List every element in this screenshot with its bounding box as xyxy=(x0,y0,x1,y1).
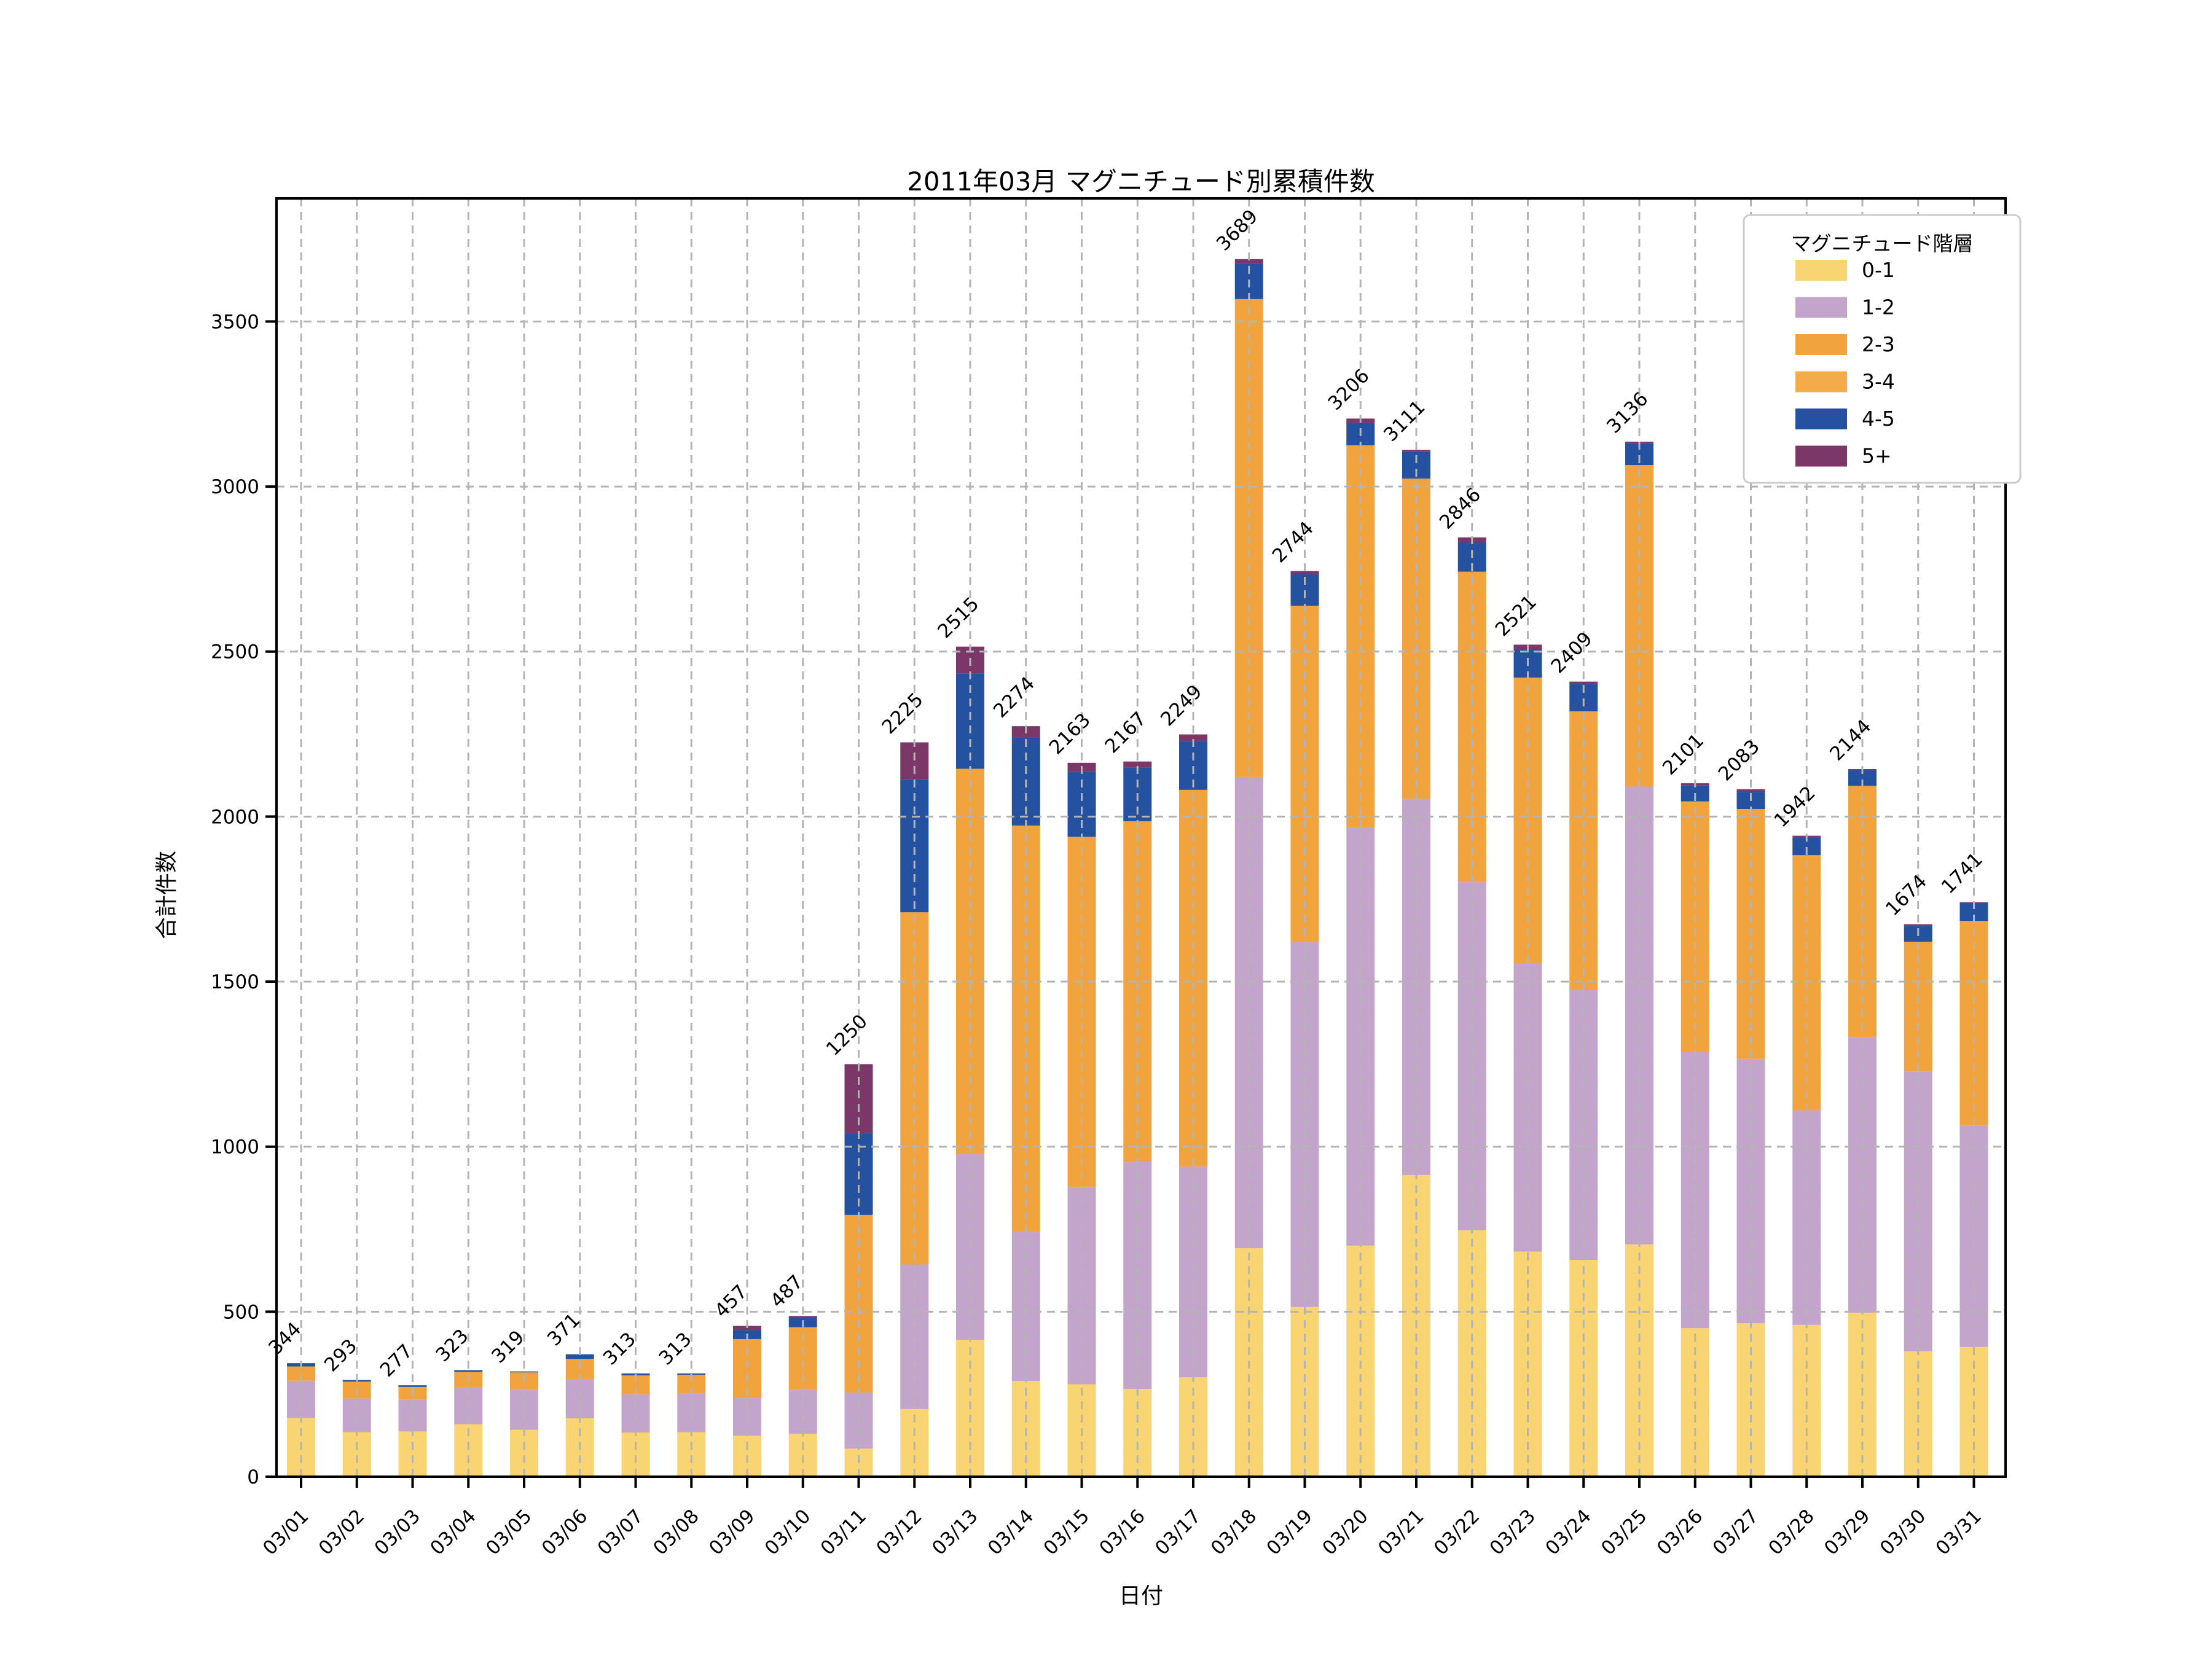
bar-segment-5+ xyxy=(1402,450,1430,452)
legend-title: マグニチュード階層 xyxy=(1791,232,1974,256)
y-tick-label: 2500 xyxy=(211,641,259,663)
chart-title: 2011年03月 マグニチュード別累積件数 xyxy=(907,166,1375,197)
y-tick-label: 3000 xyxy=(211,476,259,498)
legend-label-2-3: 2-3 xyxy=(1862,332,1895,356)
bar-segment-4-5 xyxy=(510,1371,538,1373)
bar-segment-4-5 xyxy=(565,1354,594,1359)
legend: マグニチュード階層 0-1 1-2 2-3 3-4 4-5 5+ xyxy=(1743,214,2022,484)
legend-label-1-2: 1-2 xyxy=(1862,295,1895,319)
legend-swatch-5+ xyxy=(1795,445,1847,467)
bar-segment-0-1 xyxy=(1959,1346,1988,1477)
bar-segment-4-5 xyxy=(677,1373,706,1375)
x-axis-title: 日付 xyxy=(1119,1584,1163,1609)
bar-segment-5+ xyxy=(1290,571,1319,574)
legend-swatch-0-1 xyxy=(1795,260,1847,281)
bar-segment-5+ xyxy=(1569,681,1598,684)
bar-segment-5+ xyxy=(1736,789,1765,792)
bar-segment-1-2 xyxy=(788,1389,817,1434)
bar-segment-5+ xyxy=(1179,734,1207,741)
bar-segment-4-5 xyxy=(454,1370,483,1372)
y-tick-label: 1500 xyxy=(211,971,259,993)
bar-segment-4-5 xyxy=(398,1385,427,1387)
y-tick-label: 2000 xyxy=(211,806,259,828)
legend-swatch-1-2 xyxy=(1795,297,1847,318)
legend-label-0-1: 0-1 xyxy=(1862,258,1895,282)
legend-label-4-5: 4-5 xyxy=(1862,407,1895,431)
y-tick-label: 0 xyxy=(247,1466,259,1488)
bar-segment-1-2 xyxy=(621,1394,650,1433)
y-tick-label: 3500 xyxy=(211,311,259,333)
bar-segment-1-2 xyxy=(287,1380,315,1418)
legend-swatch-2-3 xyxy=(1795,334,1847,355)
legend-swatch-4-5 xyxy=(1795,408,1847,429)
bar-segment-2-3 xyxy=(287,1366,315,1381)
y-tick-label: 1000 xyxy=(211,1136,259,1159)
bar-segment-1-2 xyxy=(677,1393,706,1432)
bar-segment-0-1 xyxy=(1736,1323,1765,1477)
y-tick-label: 500 xyxy=(223,1301,259,1323)
bar-segment-5+ xyxy=(788,1316,817,1318)
bar-segment-1-2 xyxy=(565,1378,594,1418)
bar-segment-5+ xyxy=(1234,259,1263,264)
bar-segment-5+ xyxy=(1123,761,1152,768)
bar-segment-5+ xyxy=(1904,924,1932,926)
plot-border xyxy=(275,197,2007,1478)
legend-swatch-3-4 xyxy=(1795,371,1847,393)
legend-entries: 0-1 1-2 2-3 3-4 4-5 5+ xyxy=(1795,258,1895,468)
bar-segment-2-3 xyxy=(900,912,929,1265)
bar-segment-1-2 xyxy=(510,1389,538,1430)
legend-label-5+: 5+ xyxy=(1862,444,1892,468)
legend-label-3-4: 3-4 xyxy=(1862,370,1895,394)
y-axis-title: 合計件数 xyxy=(154,851,179,939)
